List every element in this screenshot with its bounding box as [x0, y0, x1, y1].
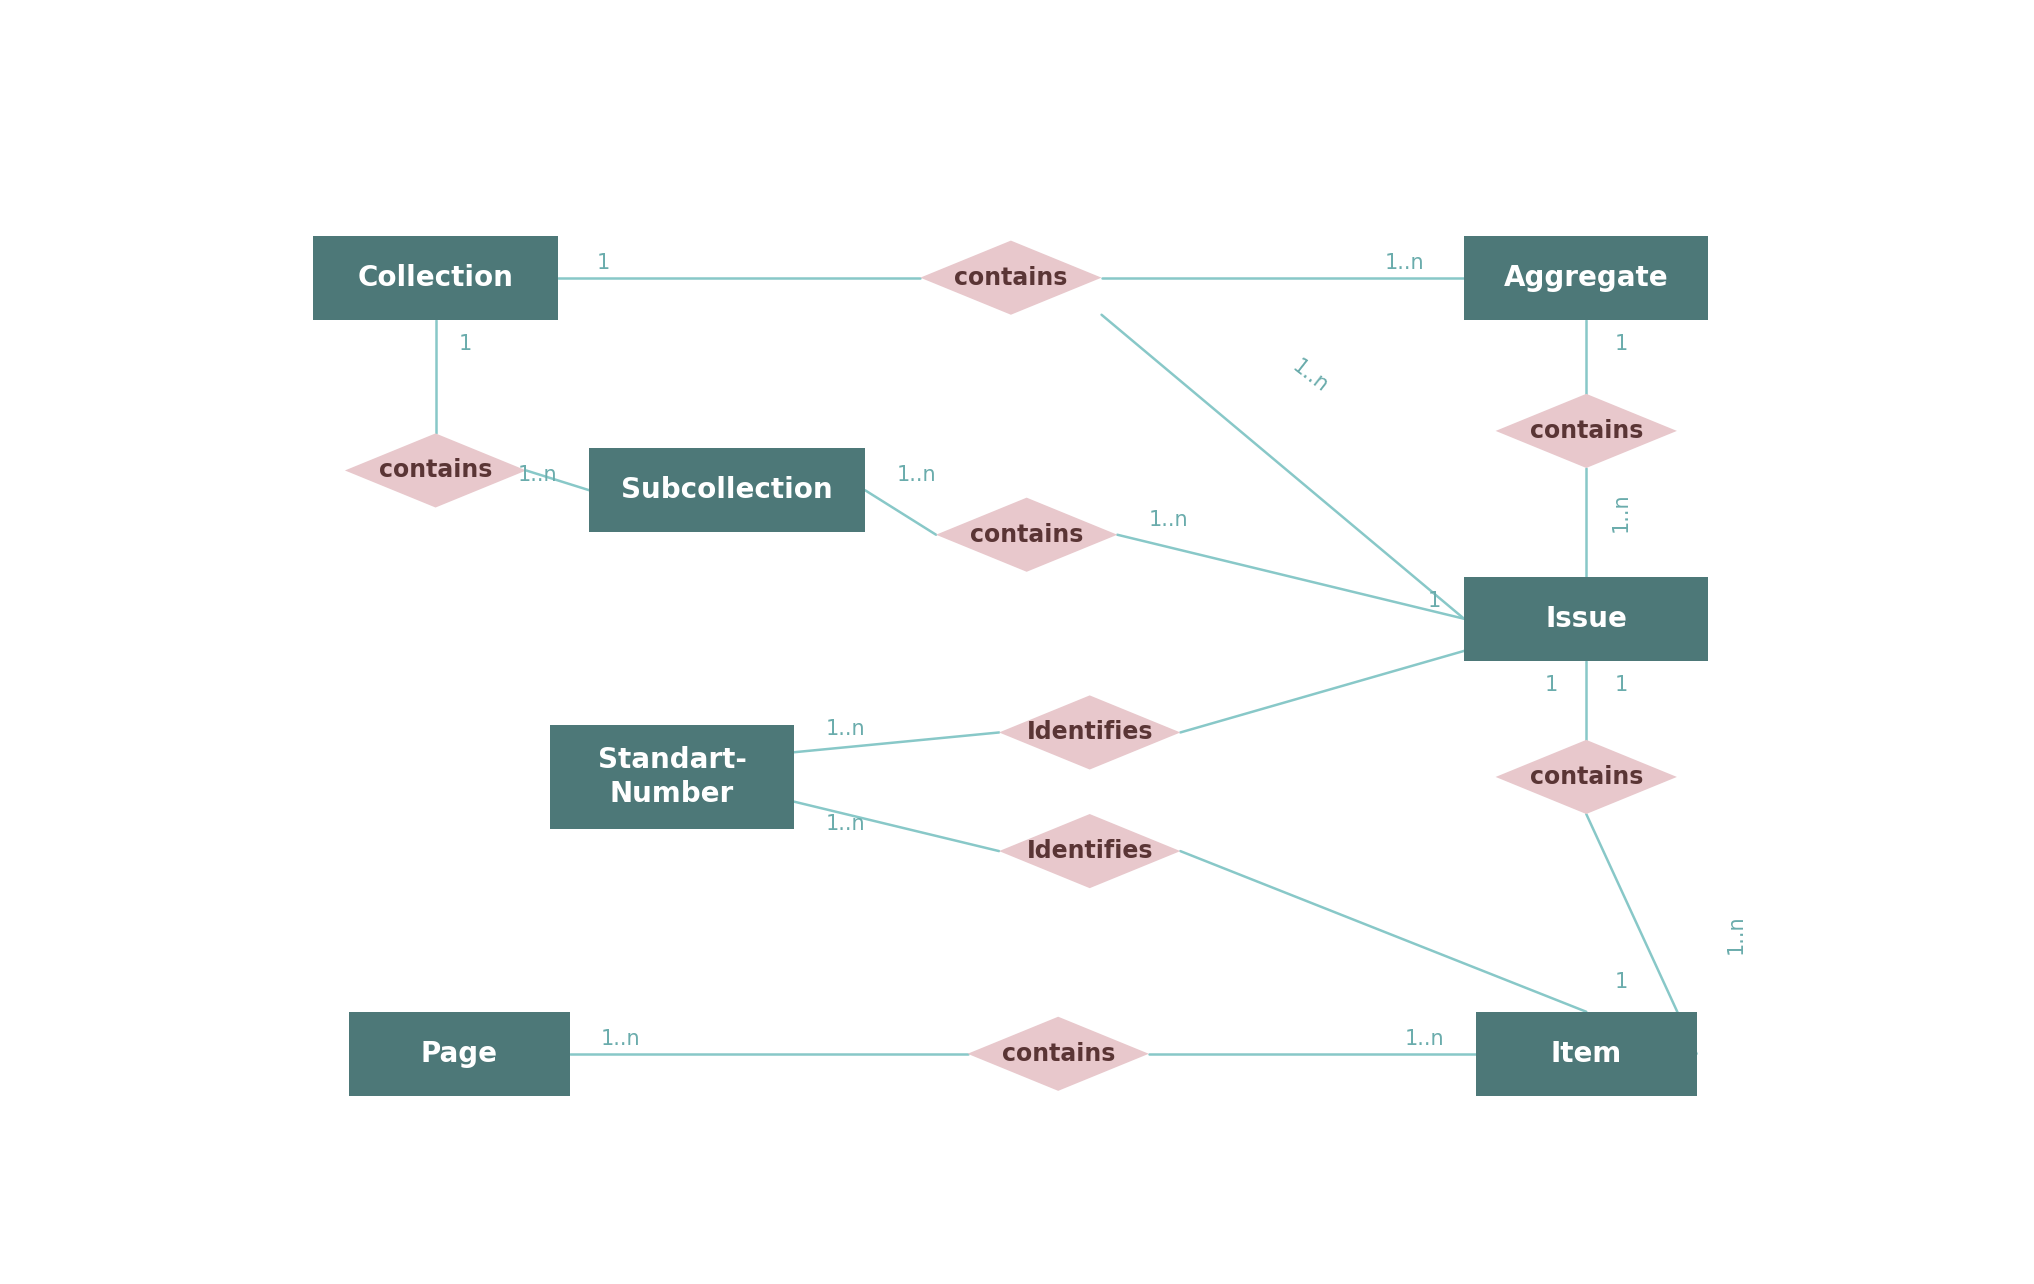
Text: 1: 1 [460, 334, 472, 354]
Text: 1..n: 1..n [826, 814, 864, 835]
Text: 1..n: 1..n [1727, 914, 1745, 954]
Polygon shape [999, 814, 1180, 889]
Text: Collection: Collection [358, 263, 513, 291]
FancyBboxPatch shape [350, 1012, 570, 1095]
FancyBboxPatch shape [313, 236, 557, 320]
Polygon shape [968, 1017, 1149, 1091]
Polygon shape [999, 696, 1180, 769]
Text: 1..n: 1..n [897, 465, 936, 485]
Text: contains: contains [1530, 765, 1643, 788]
Text: contains: contains [954, 266, 1068, 290]
Text: 1..n: 1..n [1385, 253, 1424, 272]
Polygon shape [936, 498, 1117, 571]
Polygon shape [346, 434, 527, 507]
Polygon shape [1495, 394, 1676, 467]
Text: Page: Page [421, 1040, 498, 1068]
Text: Subcollection: Subcollection [620, 476, 834, 505]
Text: contains: contains [378, 458, 492, 483]
Text: Standart-
Number: Standart- Number [598, 746, 746, 808]
Polygon shape [1495, 740, 1676, 814]
Text: Issue: Issue [1546, 605, 1627, 633]
Polygon shape [919, 240, 1102, 315]
FancyBboxPatch shape [1477, 1012, 1696, 1095]
Text: 1..n: 1..n [1611, 493, 1631, 533]
Text: 1..n: 1..n [1405, 1028, 1444, 1049]
Text: 1: 1 [1615, 675, 1627, 696]
Text: 1: 1 [1544, 675, 1558, 696]
FancyBboxPatch shape [549, 725, 793, 829]
Text: Item: Item [1550, 1040, 1621, 1068]
Text: 1..n: 1..n [1149, 510, 1188, 530]
FancyBboxPatch shape [1464, 236, 1709, 320]
Text: 1: 1 [598, 253, 610, 272]
Text: 1..n: 1..n [519, 465, 557, 485]
Text: 1: 1 [1615, 334, 1627, 354]
FancyBboxPatch shape [1464, 577, 1709, 661]
Text: 1..n: 1..n [602, 1028, 641, 1049]
Text: contains: contains [970, 523, 1084, 547]
Text: contains: contains [1530, 419, 1643, 443]
Text: contains: contains [1001, 1041, 1115, 1066]
Text: Identifies: Identifies [1027, 840, 1153, 863]
Text: 1..n: 1..n [826, 719, 864, 740]
Text: 1: 1 [1615, 972, 1627, 993]
Text: Aggregate: Aggregate [1503, 263, 1668, 291]
Text: 1: 1 [1428, 591, 1440, 611]
Text: Identifies: Identifies [1027, 720, 1153, 745]
FancyBboxPatch shape [590, 448, 864, 533]
Text: 1..n: 1..n [1290, 357, 1332, 397]
